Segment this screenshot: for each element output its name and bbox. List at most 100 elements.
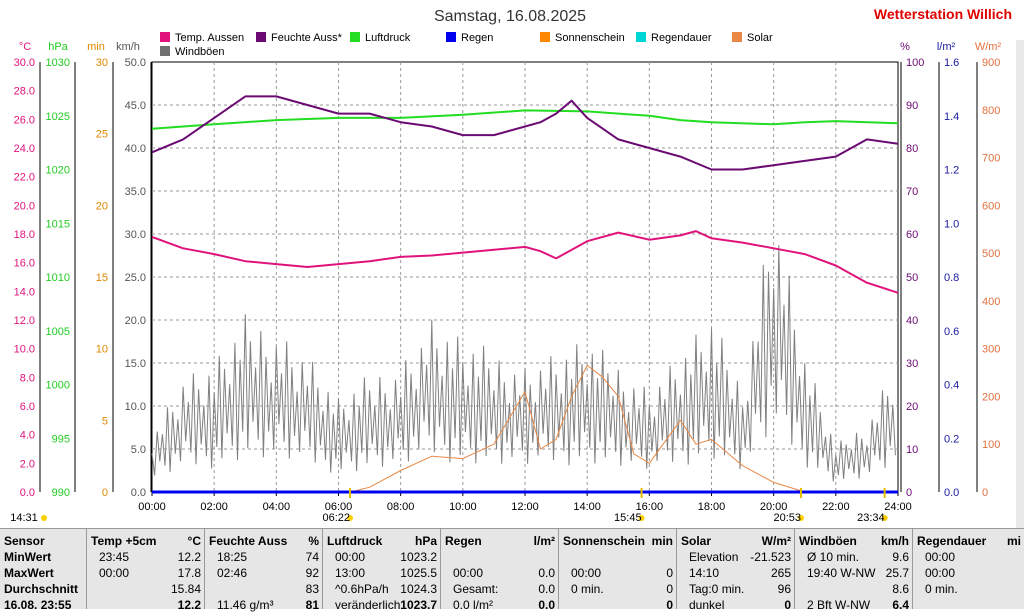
axis-tick-c: 2.0 (20, 458, 35, 470)
axis-tick-hpa: 1010 (46, 272, 70, 284)
legend-swatch (350, 32, 360, 42)
sun-marker-icon (798, 515, 805, 521)
axis-tick-hpa: 1030 (46, 57, 70, 69)
series-line-luftdruck (151, 109, 899, 130)
axis-tick-pct: 10 (906, 444, 918, 456)
table-cell-row: veränderlich 1023.7 (327, 597, 437, 613)
axis-tick-c: 6.0 (20, 401, 35, 413)
header-label: Temp +5cm (91, 534, 157, 548)
axis-tick-lm2: 0.0 (944, 487, 959, 499)
axis-tick-c: 10.0 (14, 344, 35, 356)
header-label: Regendauer (917, 534, 987, 548)
table-cell-row: 00:00 1023.2 (327, 549, 437, 565)
chart: Samstag, 16.08.2025 Wetterstation Willic… (10, 6, 1024, 528)
axis-tick-c: 16.0 (14, 258, 35, 270)
cell-time: 02:46 (217, 566, 248, 580)
axis-unit-min: min (87, 41, 105, 53)
axis-tick-hpa: 1025 (46, 111, 70, 123)
scroll-edge[interactable] (1016, 40, 1024, 528)
axis-tick-c: 0.0 (20, 487, 35, 499)
axis-tick-lm2: 1.4 (944, 111, 959, 123)
table-cell-row: Gesamt: 0.0 (445, 581, 555, 597)
axis-tick-min: 5 (102, 415, 108, 427)
table-cell-row: 11.46 g/m³ 81 (209, 597, 319, 613)
station-name: Wetterstation Willich (874, 6, 1012, 22)
axis-tick-lm2: 0.6 (944, 326, 959, 338)
x-tick-label: 22:00 (822, 501, 850, 513)
cell-value: 265 (770, 566, 791, 580)
label-max: MaxWert (4, 566, 54, 580)
cell-time: veränderlich (335, 598, 401, 612)
table-cell-row: Elevation -21.523 (681, 549, 791, 565)
axis-tick-kmh: 5.0 (131, 444, 146, 456)
cell-time: 2 Bft W-NW (807, 598, 871, 612)
legend-swatch (732, 32, 742, 42)
cell-value: 0 (784, 598, 791, 612)
axis-tick-min: 20 (96, 200, 108, 212)
axis-tick-wm2: 300 (982, 344, 1000, 356)
cell-time: 0 min. (571, 582, 604, 596)
cell-value: 0.0 (538, 598, 555, 612)
cell-time: 23:45 (99, 550, 130, 564)
cell-value: 15.84 (170, 582, 201, 596)
series-lines (151, 95, 899, 494)
axis-units: °C hPa min km/h% l/m² W/m² (19, 41, 1002, 53)
axis-tick-wm2: 900 (982, 57, 1000, 69)
cell-time: 00:00 (99, 566, 130, 580)
marker-label: 06:22 (322, 512, 350, 524)
axis-tick-kmh: 20.0 (125, 315, 146, 327)
x-tick-label: 10:00 (449, 501, 477, 513)
marker-label: 14:31 (10, 512, 38, 524)
axis-tick-pct: 90 (906, 100, 918, 112)
label-current: 16.08. 23:55 (4, 598, 72, 612)
axis-tick-kmh: 25.0 (125, 272, 146, 284)
axis-tick-c: 14.0 (14, 286, 35, 298)
cell-time: 18:25 (217, 550, 248, 564)
axis-tick-kmh: 15.0 (125, 358, 146, 370)
series-line-solar (350, 364, 805, 493)
axis-tick-c: 8.0 (20, 372, 35, 384)
axis-tick-wm2: 600 (982, 200, 1000, 212)
axis-tick-pct: 50 (906, 272, 918, 284)
cell-time: 00:00 (335, 550, 366, 564)
axis-tick-lm2: 1.0 (944, 218, 959, 230)
axis-tick-c: 24.0 (14, 143, 35, 155)
header-label: Sonnenschein (563, 534, 646, 548)
cell-time: 11.46 g/m³ (217, 598, 274, 612)
axis-tick-c: 20.0 (14, 200, 35, 212)
legend-label: Luftdruck (365, 32, 411, 44)
wind-column: Windböen km/h Ø 10 min. 9.6 19:40 W-NW 25.7 8.… (794, 529, 913, 612)
header-unit: W/m² (761, 534, 791, 548)
table-cell-row: 0 min. (917, 581, 1021, 597)
axis-tick-min: 10 (96, 344, 108, 356)
table-cell-row: Ø 10 min. 9.6 (799, 549, 909, 565)
marker-label: 23:34 (857, 512, 885, 524)
axis-tick-pct: 20 (906, 401, 918, 413)
axis-tick-c: 30.0 (14, 57, 35, 69)
cell-time: 00:00 (453, 566, 484, 580)
legend-swatch (446, 32, 456, 42)
legend-swatch (636, 32, 646, 42)
cell-time: 19:40 W-NW (807, 566, 876, 580)
table-header: Solar W/m² (681, 533, 791, 549)
legend-label: Solar (747, 32, 773, 44)
legend-swatch (160, 46, 170, 56)
axis-tick-c: 12.0 (14, 315, 35, 327)
axis-tick-c: 4.0 (20, 430, 35, 442)
axis-unit-kmh: km/h (116, 41, 140, 53)
sun-marker-icon (347, 515, 354, 521)
cell-value: 81 (305, 598, 319, 612)
cell-value: 1025.5 (400, 566, 437, 580)
axis-unit-pct: % (900, 41, 910, 53)
axis-tick-pct: 80 (906, 143, 918, 155)
legend: Temp. Aussen Feuchte Auss* Luftdruck Regen S… (160, 32, 773, 58)
cell-time: Gesamt: (453, 582, 499, 596)
x-tick-label: 12:00 (511, 501, 539, 513)
cell-value: -21.523 (750, 550, 791, 564)
cell-value: 1023.7 (400, 598, 437, 612)
axis-tick-wm2: 500 (982, 248, 1000, 260)
label-avg: Durchschnitt (4, 582, 79, 596)
axis-tick-wm2: 100 (982, 439, 1000, 451)
legend-swatch (256, 32, 266, 42)
cell-time: Elevation (689, 550, 739, 564)
